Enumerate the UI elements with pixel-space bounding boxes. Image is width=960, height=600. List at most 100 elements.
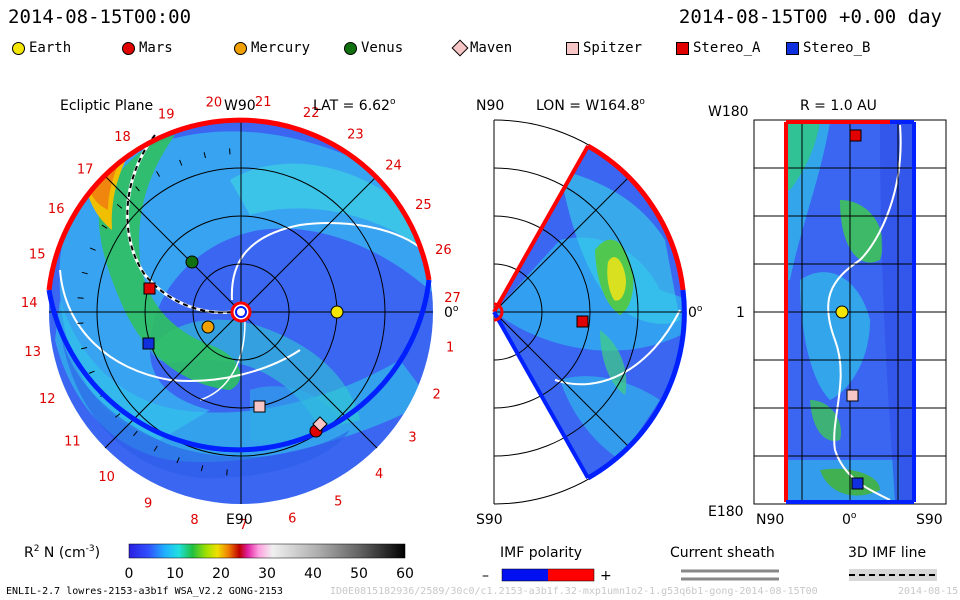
legend-label: Stereo_A — [693, 40, 761, 56]
datetime-right: 2014-08-15T00 +0.00 day — [678, 6, 942, 28]
legend-item-spitzer: Spitzer — [566, 38, 642, 58]
imf-line-title: 3D IMF line — [848, 545, 926, 561]
radial-bottom-mid: 0o — [842, 511, 857, 528]
footer-model: ENLIL-2.7 lowres-2153-a3b1f WSA_V2.2 GON… — [6, 586, 283, 597]
stereo-b-marker — [142, 337, 155, 350]
carrington-number: 15 — [29, 248, 46, 263]
imf-polarity-minus: – — [482, 568, 489, 584]
carrington-number: 20 — [206, 96, 223, 111]
imf-tick — [153, 445, 158, 452]
carrington-number: 12 — [39, 392, 56, 407]
footer-run-id: ID0E0815182936/2589/30c0/c1.2153-a3b1f.3… — [330, 586, 818, 597]
colorbar-tick-label: 40 — [304, 566, 322, 582]
carrington-number: 23 — [347, 128, 364, 143]
imf-tick — [203, 152, 206, 159]
stereo-b-legend-icon — [786, 41, 799, 55]
legend-item-venus: Venus — [344, 38, 403, 58]
imf-polarity-title: IMF polarity — [500, 545, 582, 561]
carrington-number: 26 — [435, 243, 452, 258]
radial-map-plot — [753, 119, 947, 505]
spitzer-legend-icon — [566, 41, 579, 55]
colorbar-tick-label: 50 — [350, 566, 368, 582]
colorbar-tick-label: 60 — [396, 566, 414, 582]
colorbar-tick-label: 30 — [258, 566, 276, 582]
ecliptic-title: Ecliptic Plane — [60, 98, 153, 114]
legend-item-mercury: Mercury — [234, 38, 310, 58]
radial-bottom-right: S90 — [916, 512, 943, 528]
radial-title: R = 1.0 AU — [800, 98, 877, 114]
carrington-number: 19 — [158, 108, 175, 123]
maven-marker — [312, 416, 328, 432]
carrington-number: 16 — [48, 202, 65, 217]
footer-date: 2014-08-15 — [898, 586, 959, 597]
carrington-number: 17 — [77, 162, 94, 177]
carrington-number: 1 — [446, 340, 454, 355]
current-sheath-title: Current sheath — [670, 545, 775, 561]
carrington-number: 5 — [334, 494, 342, 509]
legend-label: Stereo_B — [803, 40, 871, 56]
imf-tick — [179, 159, 183, 166]
carrington-number: 27 — [444, 291, 461, 306]
lat-label: LAT = 6.62o — [313, 97, 396, 114]
radial-left-top: W180 — [708, 104, 749, 120]
carrington-number: 21 — [255, 95, 272, 110]
meridional-plot — [492, 119, 687, 505]
legend-label: Spitzer — [583, 40, 643, 56]
radial-bottom-left: N90 — [756, 512, 784, 528]
legend-item-stereo-a: Stereo_A — [676, 38, 760, 58]
imf-tick — [116, 204, 123, 209]
legend-item-stereo-b: Stereo_B — [786, 38, 870, 58]
earth-legend-icon — [12, 41, 25, 55]
colorbar-tick-label: 10 — [166, 566, 184, 582]
carrington-number: 22 — [303, 106, 320, 121]
spitzer-marker — [253, 400, 266, 413]
legend-label: Mercury — [251, 40, 311, 56]
legend-item-mars: Mars — [122, 38, 173, 58]
carrington-number: 25 — [415, 198, 432, 213]
legend-item-maven: Maven — [451, 38, 513, 58]
colorbar-tick-label: 0 — [125, 566, 134, 582]
stereo-a-meridional-marker — [576, 315, 589, 328]
ecliptic-right-label: 0o — [444, 304, 459, 321]
carrington-number: 8 — [190, 513, 198, 528]
mars-legend-icon — [122, 41, 135, 55]
imf-line-swatch — [849, 569, 937, 581]
meridional-top-left: N90 — [476, 98, 504, 114]
imf-tick — [81, 271, 88, 275]
carrington-number: 24 — [385, 159, 402, 174]
carrington-number: 9 — [144, 497, 152, 512]
stereo-b-radial-marker — [851, 477, 864, 490]
density-colorbar: 0 10 20 30 40 50 60 — [125, 543, 414, 582]
imf-tick — [115, 413, 121, 418]
imf-tick — [81, 347, 88, 350]
imf-tick — [77, 297, 84, 299]
imf-tick — [101, 224, 108, 229]
legend-label: Mars — [139, 40, 173, 56]
ecliptic-bottom-label: E90 — [226, 512, 253, 528]
imf-tick — [133, 430, 138, 437]
legend-item-earth: Earth — [12, 38, 71, 58]
imf-tick — [226, 469, 228, 476]
imf-positive-swatch — [548, 569, 594, 581]
spitzer-radial-marker — [846, 389, 859, 402]
imf-tick — [88, 370, 95, 374]
meridional-right-label: 0o — [688, 304, 703, 321]
stereo-a-marker — [143, 282, 156, 295]
lon-label: LON = W164.8o — [536, 97, 645, 114]
imf-tick — [176, 457, 180, 464]
meridional-bottom-left: S90 — [476, 512, 503, 528]
current-sheath-swatch — [681, 569, 779, 581]
carrington-number: 13 — [24, 345, 41, 360]
ecliptic-plane-plot: 20 21222324252627123456789101112131415161… — [21, 95, 461, 533]
colorbar-tick-label: 20 — [212, 566, 230, 582]
carrington-number: 3 — [408, 431, 416, 446]
colorbar-label: R2 N (cm-3) — [24, 544, 100, 561]
legend-label: Maven — [470, 40, 513, 56]
mercury-legend-icon — [234, 41, 247, 55]
legend-label: Venus — [361, 40, 404, 56]
earth-marker — [330, 305, 344, 319]
imf-tick — [200, 465, 204, 472]
legend-label: Earth — [29, 40, 72, 56]
carrington-number: 14 — [21, 296, 38, 311]
